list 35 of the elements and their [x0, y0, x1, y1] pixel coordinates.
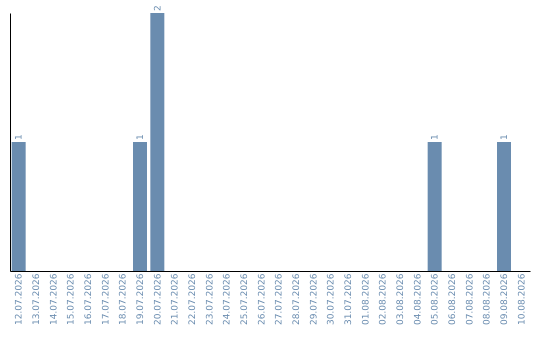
x-tick-label: 10.08.2026	[517, 273, 528, 326]
x-tick-label: 03.08.2026	[396, 273, 406, 326]
x-tick-label: 18.07.2026	[118, 273, 129, 326]
data-label: 1	[14, 134, 25, 140]
x-tick-label: 13.07.2026	[32, 273, 42, 326]
data-label: 1	[500, 134, 510, 140]
x-tick-label: 07.08.2026	[465, 273, 476, 326]
x-tick-label: 04.08.2026	[413, 273, 424, 326]
x-tick-label: 27.07.2026	[274, 273, 285, 326]
x-tick-label: 22.07.2026	[188, 273, 198, 326]
x-tick-label: 23.07.2026	[205, 273, 216, 326]
x-tick-label: 17.07.2026	[101, 273, 112, 326]
x-tick-label: 29.07.2026	[309, 273, 320, 326]
x-tick-label: 20.07.2026	[153, 273, 164, 326]
x-tick-label: 25.07.2026	[240, 273, 250, 326]
x-tick-label: 01.08.2026	[361, 273, 372, 326]
x-tick-label: 15.07.2026	[66, 273, 77, 326]
x-tick-label: 09.08.2026	[500, 273, 510, 326]
x-tick-label: 02.08.2026	[378, 273, 389, 326]
x-tick-label: 08.08.2026	[482, 273, 493, 326]
data-label: 1	[136, 134, 146, 140]
x-tick-label: 28.07.2026	[292, 273, 302, 326]
x-tick-label: 31.07.2026	[344, 273, 354, 326]
x-tick-label: 16.07.2026	[84, 273, 94, 326]
x-tick-label: 19.07.2026	[136, 273, 146, 326]
x-tick-label: 21.07.2026	[170, 273, 181, 326]
x-tick-label: 06.08.2026	[448, 273, 458, 326]
data-label: 1	[430, 134, 441, 140]
x-tick-label: 24.07.2026	[222, 273, 233, 326]
x-tick-label: 14.07.2026	[49, 273, 60, 326]
x-tick-label: 26.07.2026	[257, 273, 268, 326]
x-tick-label: 12.07.2026	[14, 273, 25, 326]
data-label: 2	[153, 5, 164, 11]
x-tick-label: 30.07.2026	[326, 273, 337, 326]
x-tick-label: 05.08.2026	[430, 273, 441, 326]
